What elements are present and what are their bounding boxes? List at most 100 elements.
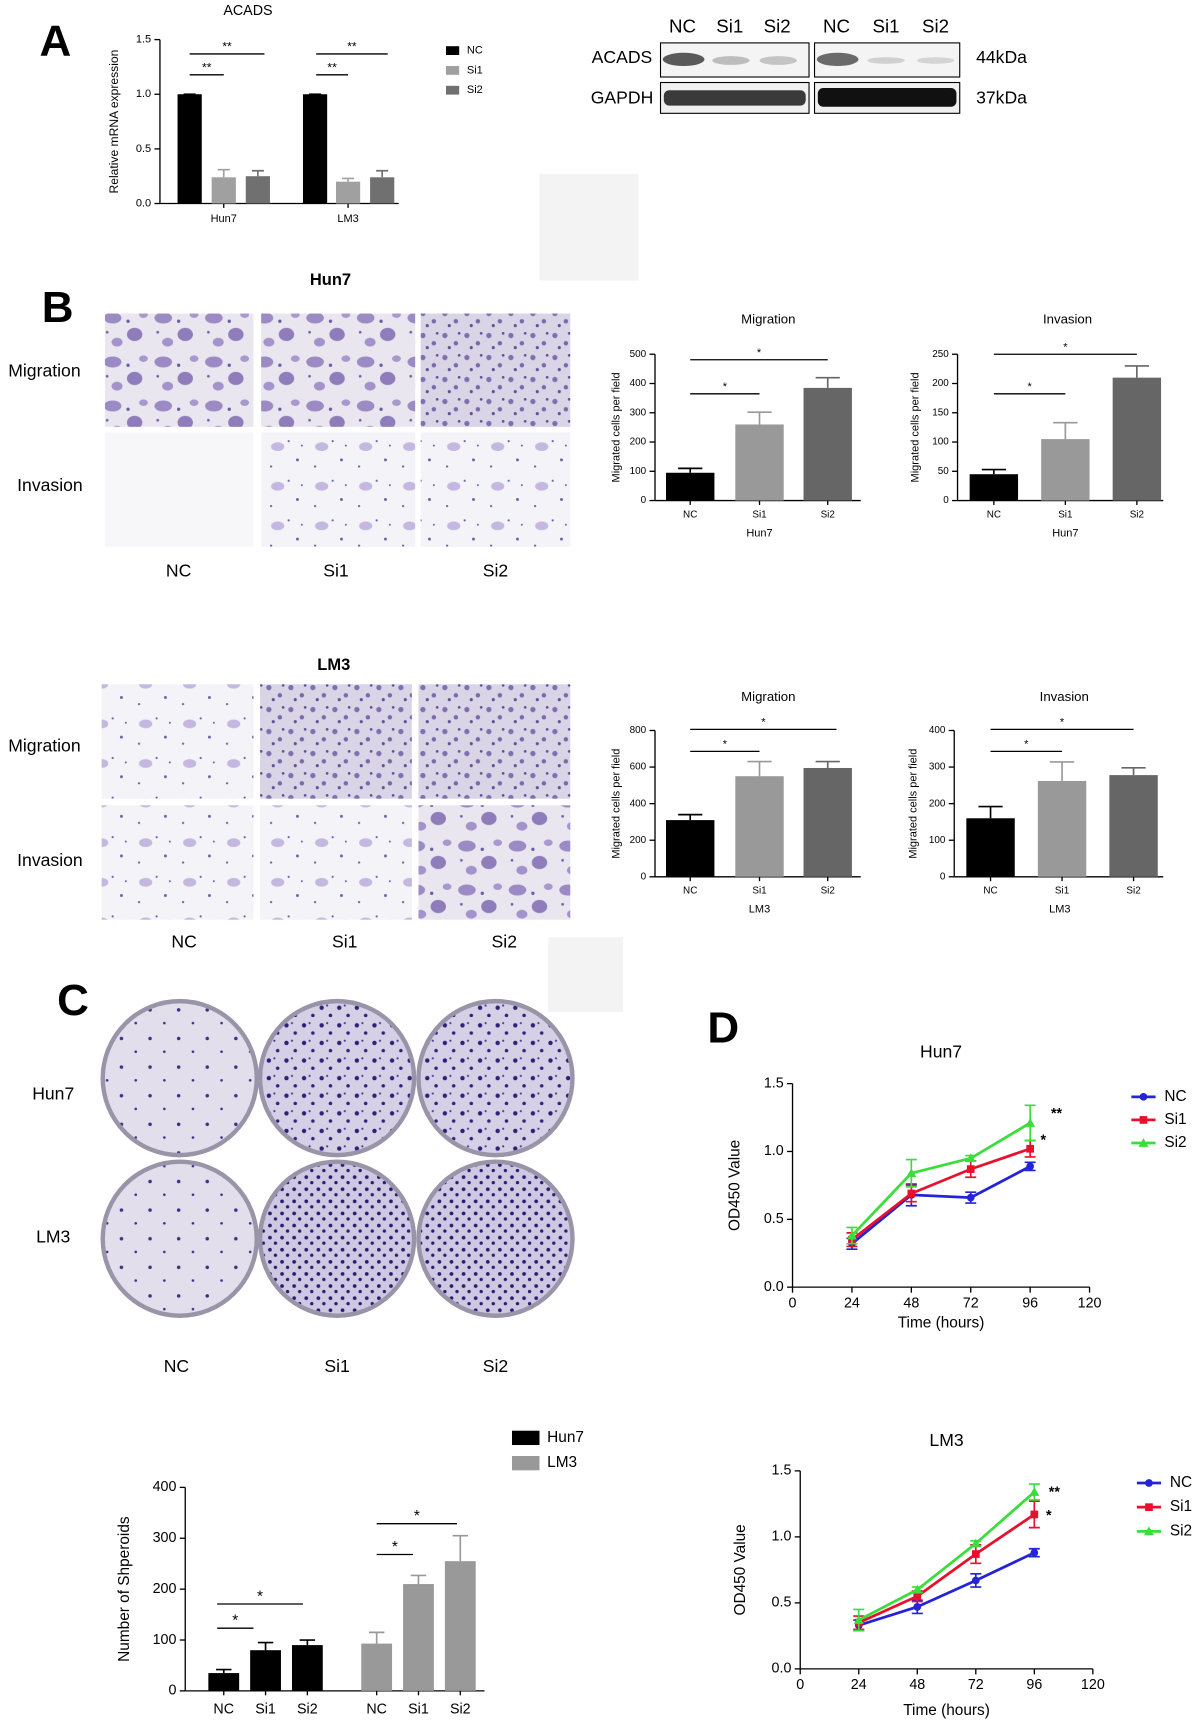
bar: [335, 181, 361, 204]
bar: [666, 472, 715, 501]
column-label: Si2: [483, 561, 508, 581]
bar: [803, 767, 852, 877]
series-line: [858, 1513, 1036, 1624]
y-tick-label: 300: [153, 1530, 177, 1546]
dish: [100, 1159, 259, 1318]
legend-label: LM3: [547, 1454, 577, 1471]
series-line: [850, 1121, 1031, 1237]
x-tick-label: 48: [909, 1677, 925, 1693]
x-tick-label: Si2: [297, 1701, 318, 1717]
marker: [1030, 1548, 1039, 1557]
marker: [1026, 1162, 1035, 1171]
micrograph: [261, 313, 416, 427]
series-line: [851, 1165, 1031, 1245]
y-tick-label: 0.0: [772, 1661, 792, 1677]
x-tick-label: NC: [987, 509, 1001, 520]
y-tick-label: 0.5: [772, 1595, 792, 1611]
chart-title: ACADS: [223, 3, 272, 19]
y-tick-label: 250: [932, 349, 949, 360]
y-tick-label: 0.0: [764, 1279, 784, 1295]
significance-label: *: [257, 1588, 263, 1605]
y-tick-label: 1.0: [772, 1529, 792, 1545]
marker: [913, 1592, 922, 1601]
significance-label: **: [327, 60, 337, 74]
band: [916, 57, 955, 64]
column-label: Si2: [492, 931, 517, 951]
error-bar: [1121, 766, 1146, 776]
bar: [1112, 377, 1162, 501]
band: [817, 88, 957, 107]
series-line: [851, 1147, 1031, 1241]
bar: [403, 1584, 434, 1691]
dish: [416, 1159, 575, 1318]
y-tick-label: 150: [932, 407, 949, 418]
panel-letter: B: [42, 283, 74, 332]
y-tick-label: 100: [929, 835, 946, 846]
marker: [1030, 1510, 1039, 1519]
row-label: Migration: [8, 360, 80, 380]
error-bar: [815, 760, 840, 768]
y-tick-label: 400: [929, 725, 946, 736]
x-tick-label: Si2: [821, 886, 835, 897]
marker: [966, 1193, 975, 1202]
x-axis-label: Hun7: [746, 527, 772, 539]
x-tick-label: Si1: [752, 509, 767, 520]
row-label: LM3: [36, 1226, 70, 1246]
x-tick-label: LM3: [337, 213, 358, 225]
y-tick-label: 0: [943, 495, 949, 506]
legend-label: Si1: [1170, 1498, 1192, 1515]
blank-box: [539, 173, 639, 281]
legend-marker: [1145, 1479, 1153, 1487]
legend-marker: [1144, 1526, 1154, 1536]
x-tick-label: Si2: [1130, 509, 1144, 520]
bar: [1041, 439, 1090, 501]
legend-label: Si1: [1164, 1111, 1186, 1128]
column-label: Si2: [483, 1356, 508, 1376]
chart-title: Invasion: [1040, 689, 1089, 704]
x-tick-label: 96: [1026, 1677, 1042, 1693]
legend-label: Si2: [1170, 1522, 1192, 1539]
error-bar: [678, 813, 703, 821]
x-axis-label: Time (hours): [898, 1315, 985, 1332]
y-tick-label: 800: [630, 725, 647, 736]
error-bar: [299, 1639, 316, 1646]
error-bar: [747, 760, 772, 777]
marker: [846, 1230, 857, 1240]
bar: [735, 776, 784, 877]
x-tick-label: Si1: [408, 1701, 429, 1717]
significance-label: *: [232, 1613, 238, 1630]
y-tick-label: 200: [929, 798, 946, 809]
x-tick-label: Si1: [1055, 886, 1070, 897]
y-tick-label: 500: [630, 349, 647, 360]
y-axis-label: Number of Shperoids: [116, 1516, 133, 1662]
row-label: Hun7: [32, 1083, 74, 1103]
legend-marker: [1138, 1138, 1149, 1147]
micrograph: [420, 432, 571, 547]
x-tick-label: 0: [796, 1677, 804, 1693]
row-label: Invasion: [17, 850, 83, 870]
y-tick-label: 1.5: [764, 1075, 784, 1091]
column-label: Si1: [332, 931, 357, 951]
dish: [257, 998, 417, 1158]
y-axis-label: OD450 Value: [726, 1140, 743, 1231]
chart-title: Invasion: [1043, 312, 1092, 327]
marker: [970, 1538, 981, 1548]
legend-label: Si2: [467, 84, 483, 96]
marker: [966, 1165, 975, 1173]
column-label: Si1: [324, 1356, 349, 1376]
lane-label: NC: [823, 15, 850, 36]
y-axis-label: Relative mRNA expression: [107, 50, 121, 194]
bar: [969, 474, 1019, 501]
error-bar: [747, 411, 772, 425]
bar: [291, 1645, 323, 1691]
marker: [912, 1584, 923, 1594]
marker: [965, 1153, 976, 1163]
error-bar: [410, 1574, 427, 1585]
lane-label: Si2: [764, 15, 791, 36]
band: [663, 90, 806, 106]
x-tick-label: 120: [1078, 1295, 1102, 1311]
error-bar: [257, 1641, 274, 1651]
x-axis-label: LM3: [1049, 904, 1070, 916]
